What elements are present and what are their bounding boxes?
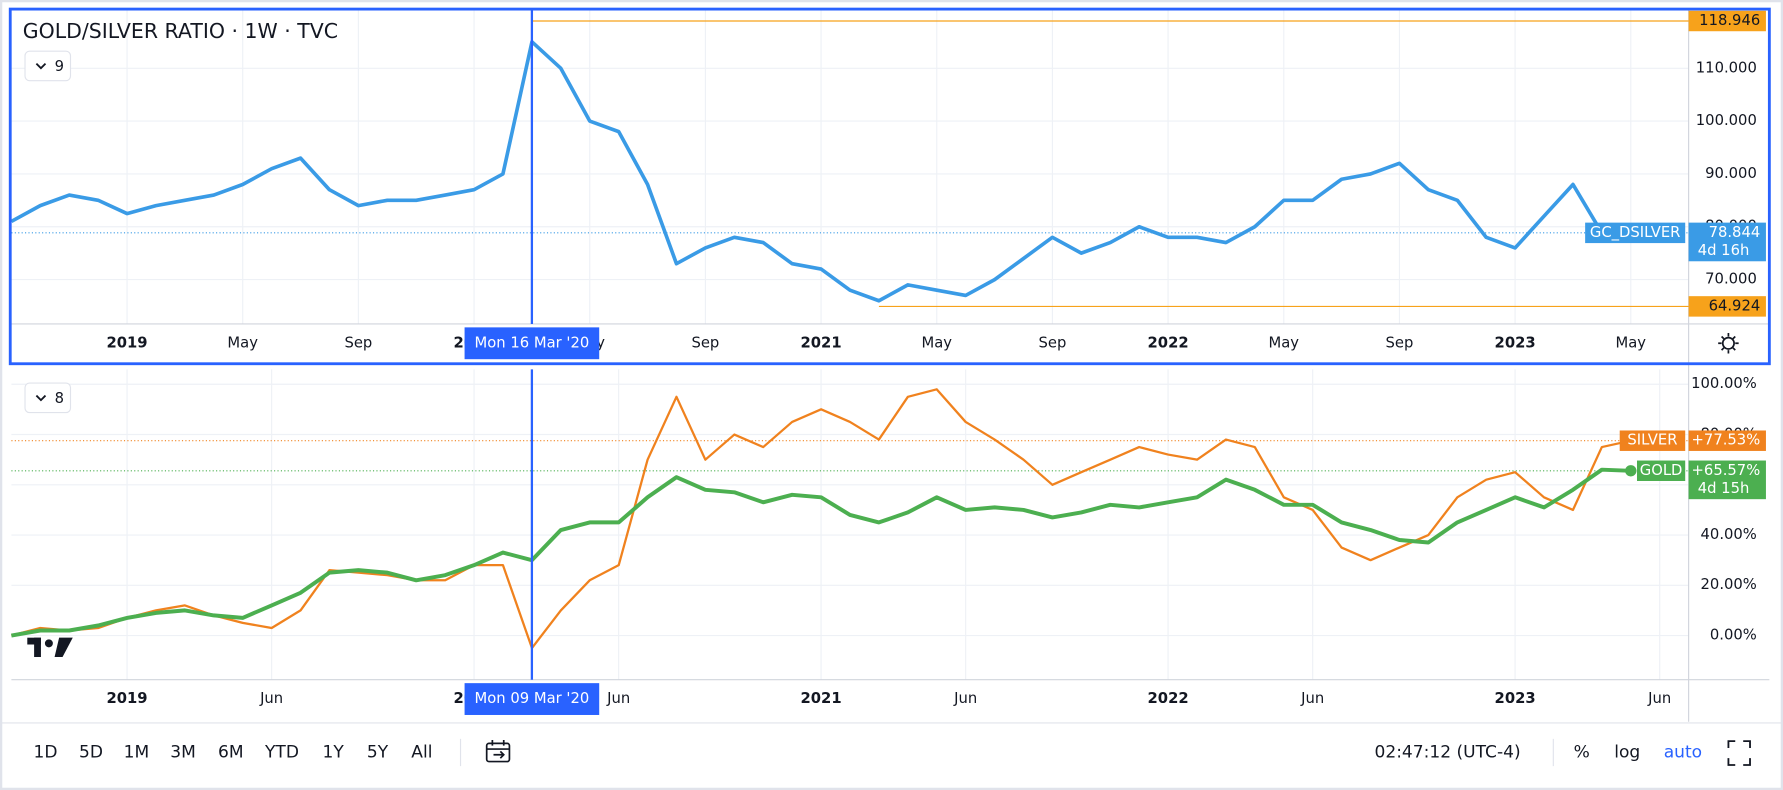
range-button[interactable]: All bbox=[411, 742, 432, 762]
x-tick-label: Sep bbox=[1386, 334, 1414, 351]
low-label: 64.924 bbox=[1709, 297, 1761, 314]
x-tick-label: 2021 bbox=[801, 690, 842, 707]
x-tick-label: Sep bbox=[1038, 334, 1066, 351]
value-tag bbox=[1688, 430, 1766, 451]
date-range-icon[interactable] bbox=[485, 739, 511, 763]
range-button[interactable]: 5D bbox=[79, 742, 103, 762]
legend-entry: SILVER bbox=[1627, 432, 1677, 449]
plot-layer: GOLD/SILVER RATIO · 1W · TVC 9 118.946 64.9… bbox=[10, 9, 1766, 715]
value-label: +65.57% bbox=[1692, 462, 1761, 479]
pane-toggle[interactable] bbox=[24, 382, 72, 414]
x-tick-label: Jun bbox=[1647, 690, 1671, 707]
range-button[interactable]: 3M bbox=[170, 742, 196, 762]
range-button[interactable]: 5Y bbox=[367, 742, 389, 762]
toolbar: 02:47:12 (UTC-4) % log auto 1D 5D 1M 3M 6M YT… bbox=[33, 738, 1751, 767]
calendar[interactable] bbox=[485, 742, 511, 763]
y-tick-label: 90.000 bbox=[1705, 165, 1757, 182]
low-tag bbox=[1688, 296, 1766, 317]
x-tick-label: May bbox=[1268, 334, 1299, 351]
y-tick-label: 0.00% bbox=[1710, 627, 1757, 644]
log-toggle[interactable]: log bbox=[1614, 742, 1640, 762]
series-line bbox=[11, 467, 1631, 638]
range-button[interactable]: 6M bbox=[218, 742, 244, 762]
range-button[interactable]: YTD bbox=[264, 742, 299, 762]
legend-entry: GOLD bbox=[1640, 462, 1683, 479]
countdown: 4d 15h bbox=[1698, 480, 1750, 497]
gear-teeth[interactable] bbox=[1718, 333, 1739, 354]
clock: 02:47:12 (UTC-4) bbox=[1374, 742, 1520, 762]
logo-part bbox=[34, 637, 41, 658]
pane-toggle[interactable] bbox=[24, 50, 72, 82]
y-tick-label: 20.00% bbox=[1701, 576, 1757, 593]
x-tick-label: May bbox=[921, 334, 952, 351]
active-pane-outline bbox=[8, 7, 1771, 366]
x-tick-label: Sep bbox=[344, 334, 372, 351]
x-tick-label: May bbox=[1616, 334, 1647, 351]
x-tick-label: May bbox=[227, 334, 258, 351]
legend-tag bbox=[1636, 460, 1686, 481]
y-tick-label: 110.000 bbox=[1696, 59, 1757, 76]
logo-part bbox=[54, 637, 73, 658]
fullscreen-icon[interactable] bbox=[1727, 740, 1751, 766]
high-label: 118.946 bbox=[1699, 12, 1760, 29]
range-button[interactable]: 1D bbox=[33, 742, 57, 762]
legend-tag bbox=[1619, 430, 1686, 451]
settings-icon[interactable] bbox=[1718, 333, 1739, 354]
countdown: 4d 16h bbox=[1698, 242, 1750, 259]
chevron[interactable] bbox=[35, 63, 47, 70]
y-tick-label: 100.000 bbox=[1696, 112, 1757, 129]
series-line bbox=[11, 388, 1631, 650]
x-tick-label: Jun bbox=[259, 690, 283, 707]
percent-toggle[interactable]: % bbox=[1574, 742, 1590, 762]
x-tick-label: Jun bbox=[606, 690, 630, 707]
x-tick-label: 2019 bbox=[106, 334, 147, 351]
logo bbox=[27, 637, 73, 658]
x-tick-label: 2019 bbox=[106, 690, 147, 707]
x-tick-label: Sep bbox=[691, 334, 719, 351]
gear[interactable] bbox=[1721, 336, 1735, 350]
crosshair-label: Mon 09 Mar '20 bbox=[475, 690, 590, 707]
x-tick-label: 2023 bbox=[1495, 690, 1536, 707]
series-line bbox=[10, 40, 1604, 303]
pane-count[interactable]: 8 bbox=[55, 390, 64, 407]
x-tick-label: 2021 bbox=[801, 334, 842, 351]
high-tag bbox=[1688, 10, 1766, 32]
range-button[interactable]: 1M bbox=[124, 742, 150, 762]
x-tick-label: Jun bbox=[953, 690, 977, 707]
logo-part bbox=[44, 639, 53, 648]
value-tag bbox=[1688, 222, 1766, 262]
chevron[interactable] bbox=[35, 394, 47, 402]
value-label: +77.53% bbox=[1692, 432, 1761, 449]
x-tick-label: 2023 bbox=[1495, 334, 1536, 351]
range-button[interactable]: 1Y bbox=[323, 742, 345, 762]
value-label: 78.844 bbox=[1709, 224, 1761, 241]
crosshair-tag bbox=[464, 683, 600, 715]
auto-toggle[interactable]: auto bbox=[1664, 742, 1702, 762]
pane-count[interactable]: 9 bbox=[55, 58, 64, 75]
y-tick-label: 40.00% bbox=[1701, 526, 1757, 543]
crosshair-label: Mon 16 Mar '20 bbox=[475, 334, 590, 351]
y-tick-label: 100.00% bbox=[1691, 375, 1757, 392]
y-tick-label: 70.000 bbox=[1705, 271, 1757, 288]
crosshair-tag bbox=[464, 327, 600, 360]
last-point bbox=[1625, 465, 1637, 477]
calendar-lines[interactable] bbox=[486, 739, 510, 759]
legend-tag bbox=[1585, 222, 1686, 244]
x-tick-label: 2022 bbox=[1148, 334, 1189, 351]
x-tick-label: Jun bbox=[1300, 690, 1324, 707]
chart-title: GOLD/SILVER RATIO · 1W · TVC bbox=[23, 19, 338, 43]
value-tag bbox=[1688, 460, 1766, 500]
x-tick-label: 2022 bbox=[1148, 690, 1189, 707]
legend-entry: GC_DSILVER bbox=[1590, 224, 1681, 241]
